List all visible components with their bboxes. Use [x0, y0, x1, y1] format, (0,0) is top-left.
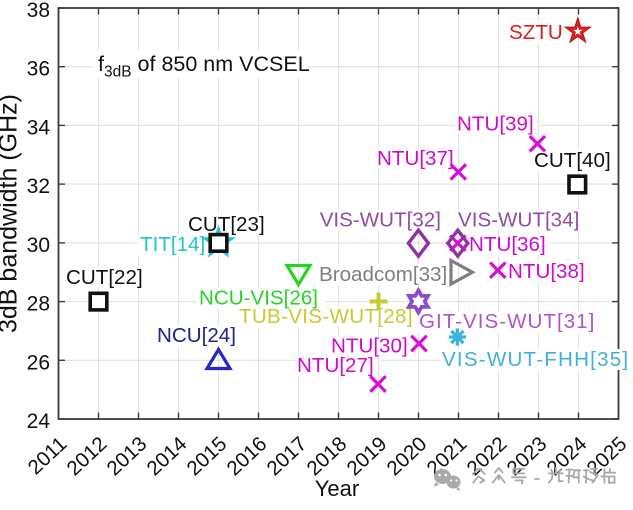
svg-text:TIT[14]: TIT[14]	[140, 233, 205, 256]
svg-text:NTU[30]: NTU[30]	[331, 335, 408, 358]
svg-text:30: 30	[27, 234, 50, 257]
svg-text:24: 24	[27, 410, 51, 433]
svg-text:32: 32	[27, 175, 50, 198]
svg-text:34: 34	[27, 116, 51, 139]
svg-text:TUB-VIS-WUT[28]: TUB-VIS-WUT[28]	[239, 305, 413, 328]
svg-text:NTU[27]: NTU[27]	[297, 354, 374, 377]
svg-text:VIS-WUT-FHH[35]: VIS-WUT-FHH[35]	[442, 348, 629, 371]
svg-text:VIS-WUT[32]: VIS-WUT[32]	[320, 209, 441, 232]
svg-text:CUT[23]: CUT[23]	[188, 213, 265, 236]
svg-text:38: 38	[27, 0, 50, 22]
svg-text:Broadcom[33]: Broadcom[33]	[319, 263, 447, 286]
svg-text:26: 26	[27, 351, 50, 374]
svg-text:f3dB of 850 nm VCSEL: f3dB of 850 nm VCSEL	[98, 52, 310, 81]
svg-text:3dB bandwidth (GHz): 3dB bandwidth (GHz)	[0, 94, 23, 333]
svg-text:CUT[40]: CUT[40]	[534, 149, 611, 172]
svg-text:NCU-VIS[26]: NCU-VIS[26]	[199, 287, 318, 310]
svg-text:Year: Year	[315, 476, 359, 501]
svg-text:NTU[36]: NTU[36]	[469, 233, 546, 256]
svg-text:NTU[39]: NTU[39]	[457, 113, 534, 136]
svg-text:NCU[24]: NCU[24]	[157, 324, 236, 347]
svg-text:VIS-WUT[34]: VIS-WUT[34]	[458, 209, 579, 232]
svg-text:GIT-VIS-WUT[31]: GIT-VIS-WUT[31]	[419, 310, 595, 333]
svg-text:NTU[37]: NTU[37]	[377, 147, 454, 170]
svg-text:SZTU: SZTU	[509, 21, 563, 44]
svg-text:NTU[38]: NTU[38]	[508, 260, 585, 283]
svg-text:36: 36	[27, 58, 50, 81]
svg-text:CUT[22]: CUT[22]	[66, 266, 143, 289]
svg-text:28: 28	[27, 293, 50, 316]
